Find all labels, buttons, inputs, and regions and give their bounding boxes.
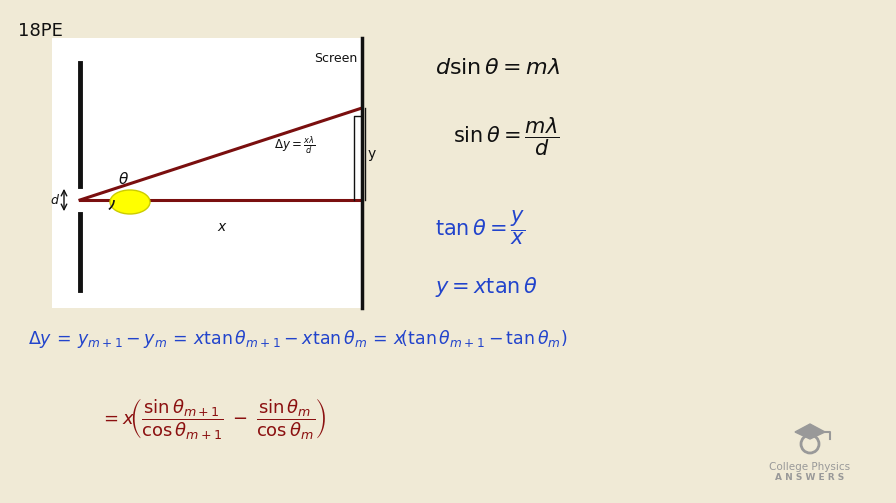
Text: $\Delta y\, =\, y_{m+1} - y_m\, =\, x\tan\theta_{m+1} - x\tan\theta_m\, =\, x\!\: $\Delta y\, =\, y_{m+1} - y_m\, =\, x\ta… — [28, 328, 567, 350]
Text: y: y — [368, 147, 376, 161]
Text: Screen: Screen — [314, 52, 357, 65]
Text: $\tan\theta = \dfrac{y}{x}$: $\tan\theta = \dfrac{y}{x}$ — [435, 208, 526, 246]
Ellipse shape — [110, 190, 150, 214]
Text: 18PE: 18PE — [18, 22, 63, 40]
Text: x: x — [217, 220, 225, 234]
Text: A N S W E R S: A N S W E R S — [775, 473, 845, 482]
Text: $\theta$: $\theta$ — [118, 171, 129, 187]
Text: $y = x\tan\theta$: $y = x\tan\theta$ — [435, 275, 538, 299]
Text: $\Delta y = \frac{x\lambda}{d}$: $\Delta y = \frac{x\lambda}{d}$ — [274, 135, 315, 157]
Polygon shape — [795, 424, 825, 439]
Text: College Physics: College Physics — [770, 462, 850, 472]
Text: $\sin\theta = \dfrac{m\lambda}{d}$: $\sin\theta = \dfrac{m\lambda}{d}$ — [453, 115, 559, 157]
Text: $d\sin\theta = m\lambda$: $d\sin\theta = m\lambda$ — [435, 58, 560, 78]
Text: $= x\!\left(\dfrac{\sin\theta_{m+1}}{\cos\theta_{m+1}}\;-\;\dfrac{\sin\theta_m}{: $= x\!\left(\dfrac{\sin\theta_{m+1}}{\co… — [100, 396, 326, 441]
Text: d: d — [50, 194, 58, 207]
Bar — [52, 38, 362, 308]
